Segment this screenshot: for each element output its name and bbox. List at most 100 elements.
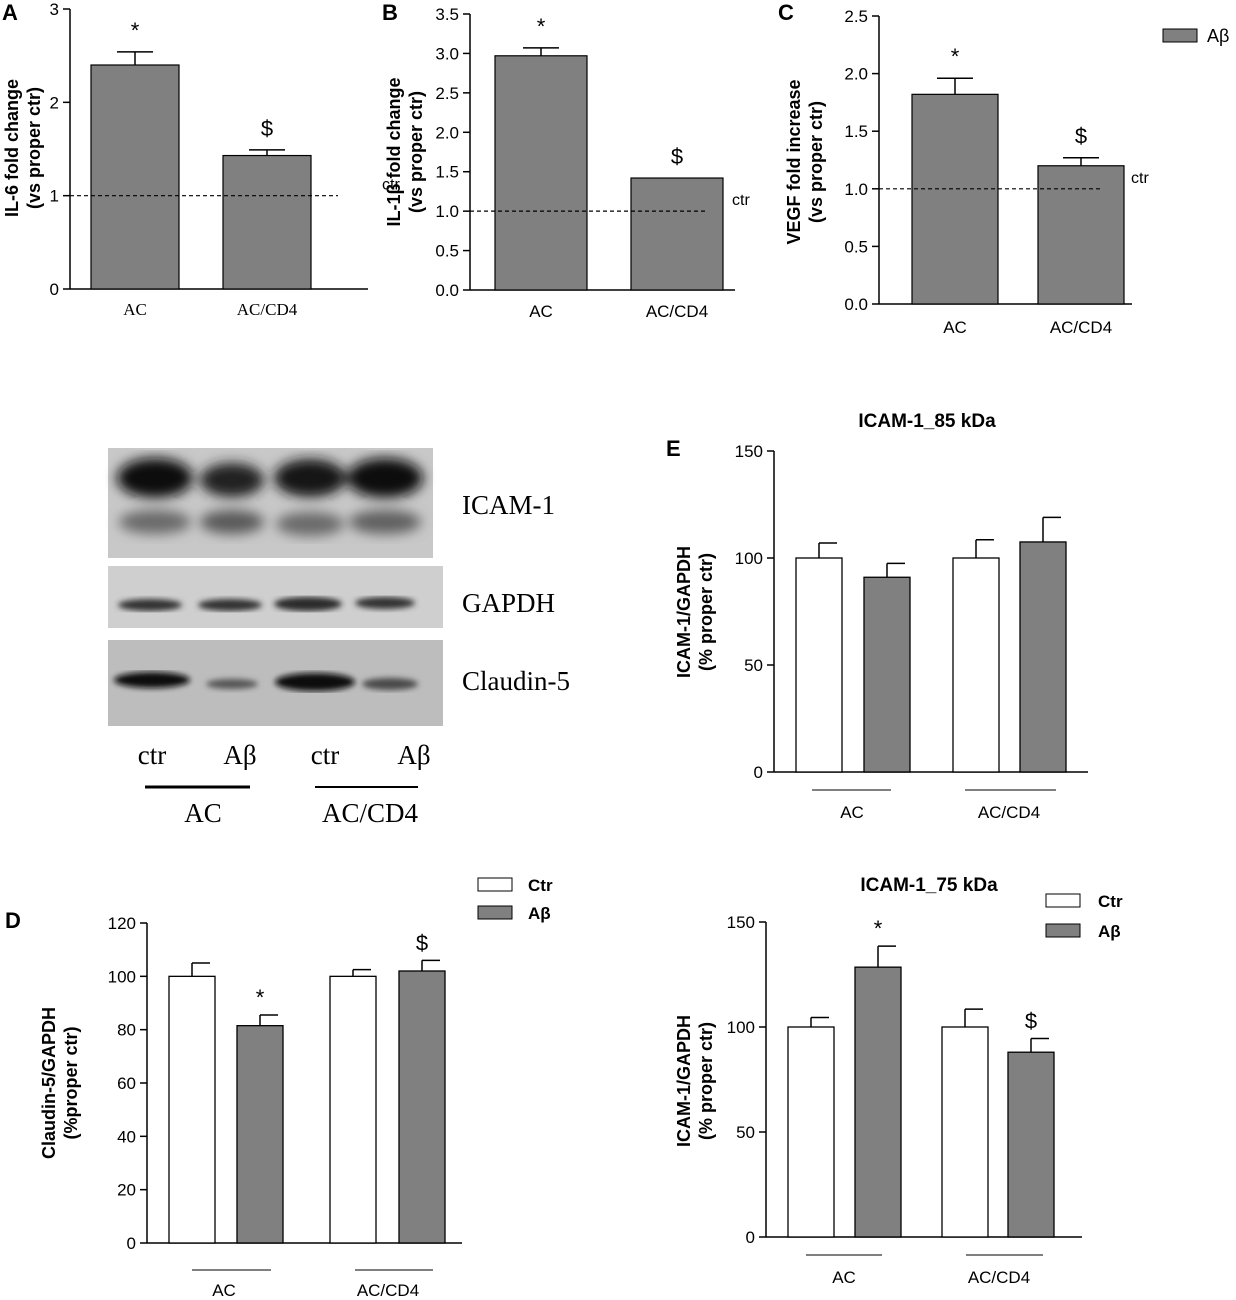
legend-e2-label-ctr: Ctr	[1098, 892, 1123, 911]
chart-il6: 0 1 2 3 IL-6 fold change (vs proper ctr) * AC $ A…	[2, 0, 400, 319]
significance-marker: $	[1025, 1009, 1037, 1034]
y-tick-label: 1.5	[435, 163, 459, 182]
bar	[168, 975, 216, 1244]
reference-label: ctr	[1131, 170, 1149, 187]
y-tick-label: 20	[117, 1181, 136, 1200]
blot-lane-label-1: ctr	[138, 740, 166, 770]
y-tick-label: 60	[117, 1074, 136, 1093]
legend-d-label-abeta: Aβ	[528, 904, 551, 923]
y-tick-label: 50	[744, 656, 763, 675]
group-label: AC	[840, 803, 864, 822]
bar	[90, 64, 180, 290]
y-tick-label: 100	[108, 967, 136, 986]
y-tick-label: 80	[117, 1021, 136, 1040]
blot-band-label-claudin5: Claudin-5	[462, 666, 570, 696]
y-axis-label: IL-1β fold change (vs proper ctr)	[384, 78, 426, 227]
y-tick-label: 1.5	[844, 122, 868, 141]
blot-lane-label-4: Aβ	[397, 740, 430, 770]
bar	[1007, 1051, 1055, 1238]
y-axis-label-line: VEGF fold increase	[784, 79, 804, 244]
group-label: AC/CD4	[968, 1268, 1030, 1287]
significance-marker: *	[131, 18, 140, 43]
y-axis-label-line: ICAM-1/GAPDH	[674, 1015, 694, 1147]
western-blot: ICAM-1 GAPDH Claudin-5 ctr Aβ ctr Aβ AC …	[108, 448, 570, 828]
y-tick-label: 0	[50, 280, 59, 299]
legend-d-label-ctr: Ctr	[528, 876, 553, 895]
y-axis-label-line: (vs proper ctr)	[24, 87, 44, 209]
y-tick-label: 40	[117, 1127, 136, 1146]
blot-strip-icam1	[108, 448, 433, 558]
y-tick-label: 2.0	[435, 123, 459, 142]
y-axis-label-line: (vs proper ctr)	[806, 101, 826, 223]
legend-e2: Ctr Aβ	[1045, 892, 1123, 941]
bar	[952, 557, 1000, 773]
y-tick-label: 0.0	[435, 281, 459, 300]
y-axis-label-line: Claudin-5/GAPDH	[39, 1007, 59, 1159]
chart-title: ICAM-1_85 kDa	[858, 411, 996, 432]
y-axis-label-line: IL-6 fold change	[2, 79, 22, 217]
y-axis-label-line: (% proper ctr)	[696, 1022, 716, 1140]
significance-marker: *	[951, 44, 960, 69]
bar	[787, 1026, 835, 1238]
significance-marker: $	[1075, 124, 1087, 149]
bar	[398, 970, 446, 1244]
blot-strip-gapdh	[108, 566, 443, 628]
category-label: AC/CD4	[646, 302, 708, 321]
legend-top-label: Aβ	[1207, 26, 1229, 46]
panel-label-a: A	[2, 0, 18, 25]
chart-il1b: 0.0 0.5 1.0 1.5 2.0 2.5 3.0 3.5 IL-1β fold chang…	[384, 5, 750, 321]
blot-band-label-icam1: ICAM-1	[462, 490, 555, 520]
y-axis-label-line: IL-1β fold change	[384, 78, 404, 227]
y-axis-label-line: ICAM-1/GAPDH	[674, 546, 694, 678]
bar	[863, 576, 911, 773]
y-tick-label: 0.5	[844, 237, 868, 256]
y-tick-label: 2.5	[435, 84, 459, 103]
panel-label-d: D	[5, 908, 21, 933]
group-label: AC/CD4	[357, 1281, 419, 1300]
y-tick-label: 100	[727, 1018, 755, 1037]
blot-group-label-ac: AC	[184, 798, 222, 828]
y-tick-label: 0	[746, 1228, 755, 1247]
chart-claudin5: 0 20 40 60 80 100 120 Claudin-5/GAPDH (%proper c…	[39, 914, 462, 1300]
blot-group-label-accd4: AC/CD4	[322, 798, 419, 828]
y-axis-label: IL-6 fold change (vs proper ctr)	[2, 79, 44, 217]
bar	[630, 177, 724, 291]
y-tick-label: 2.5	[844, 7, 868, 26]
y-axis-label: ICAM-1/GAPDH (% proper ctr)	[674, 1015, 716, 1147]
y-tick-label: 0	[754, 763, 763, 782]
y-tick-label: 1.0	[844, 180, 868, 199]
significance-marker: *	[537, 14, 546, 39]
panel-label-c: C	[778, 0, 794, 25]
category-label: AC	[123, 300, 147, 319]
bar	[854, 966, 902, 1238]
bar	[795, 557, 843, 773]
category-label: AC/CD4	[1050, 318, 1112, 337]
significance-marker: $	[261, 116, 273, 141]
reference-label: ctr	[732, 192, 750, 209]
legend-e2-swatch-abeta	[1045, 923, 1081, 938]
group-label: AC/CD4	[978, 803, 1040, 822]
y-tick-label: 0.0	[844, 295, 868, 314]
y-tick-label: 2	[50, 93, 59, 112]
y-axis-label-line: (%proper ctr)	[61, 1026, 81, 1139]
legend-d-swatch-ctr	[477, 877, 513, 892]
y-tick-label: 0.5	[435, 242, 459, 261]
category-label: AC/CD4	[237, 300, 298, 319]
bar	[911, 93, 999, 305]
legend-d-swatch-abeta	[477, 905, 513, 920]
blot-lane-label-2: Aβ	[223, 740, 256, 770]
blot-lane-label-3: ctr	[311, 740, 339, 770]
panel-label-e: E	[666, 436, 681, 461]
legend-e2-swatch-ctr	[1045, 893, 1081, 908]
y-axis-label: ICAM-1/GAPDH (% proper ctr)	[674, 546, 716, 678]
significance-marker: *	[874, 916, 883, 941]
chart-vegf: 0.0 0.5 1.0 1.5 2.0 2.5 VEGF fold increase (vs …	[784, 7, 1149, 337]
legend-d: Ctr Aβ	[477, 876, 553, 923]
y-tick-label: 1.0	[435, 202, 459, 221]
y-axis-label: VEGF fold increase (vs proper ctr)	[784, 79, 826, 244]
legend-top: Aβ	[1162, 26, 1229, 46]
y-tick-label: 150	[727, 913, 755, 932]
y-tick-label: 3.0	[435, 44, 459, 63]
